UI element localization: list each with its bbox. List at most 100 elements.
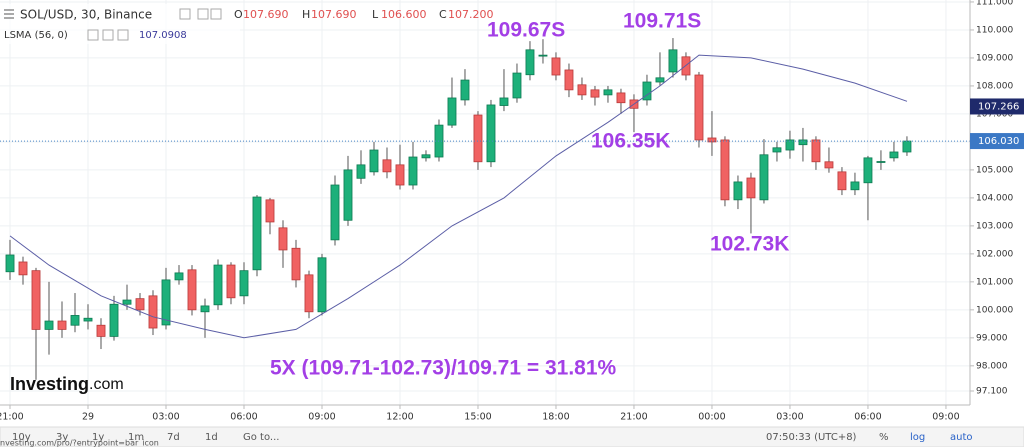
ohlc-label: L [372,8,379,21]
icon[interactable] [117,29,129,41]
candle-body [31,270,41,330]
candle-body [369,149,379,173]
range-button[interactable]: 1d [205,432,218,443]
x-tick-label: 03:00 [776,412,803,423]
goto-button[interactable]: Go to... [243,432,279,443]
candle-body [304,274,314,313]
y-tick-label: 108.000 [976,81,1013,91]
x-tick-label: 12:00 [386,412,413,423]
annotation: 109.71S [623,10,701,33]
plot [0,38,970,380]
candle-body [317,257,327,313]
y-tick-label: 105.000 [976,165,1013,175]
annotation: 109.67S [487,19,565,42]
candle-body [837,171,847,191]
candle-body [174,272,184,281]
candle-body [694,74,704,141]
candle-body [850,181,860,191]
candle-body [70,315,80,326]
candle-body [96,324,106,337]
x-tick-label: 03:00 [152,412,179,423]
auto-button[interactable]: auto [950,432,973,443]
icon[interactable] [179,8,191,20]
legend-bg [0,4,240,44]
x-tick-label: 18:00 [542,412,569,423]
range-button[interactable]: 10y [12,432,31,443]
candle-body [538,54,548,57]
candle-body [655,77,665,83]
x-tick-label: 09:00 [308,412,335,423]
range-button[interactable]: 3y [56,432,68,443]
candle-body [759,154,769,201]
y-tick-label: 102.000 [976,249,1013,259]
y-tick-label: 104.000 [976,193,1013,203]
y-tick-label: 100.000 [976,305,1013,315]
x-tick-label: 29 [82,412,94,423]
candle-body [356,164,366,179]
icon[interactable] [197,8,209,20]
range-button[interactable]: 1m [128,432,144,443]
candle-body [187,269,197,311]
candle-body [733,181,743,201]
ohlc-value: 106.600 [381,8,427,21]
icon[interactable] [87,29,99,41]
annotation: 106.35K [591,130,670,153]
log-button[interactable]: log [910,432,925,443]
axes: 111.000110.000109.000108.000107.000106.0… [0,0,1024,423]
candle-body [109,303,119,337]
candle-body [330,184,340,241]
candle-body [720,139,730,201]
ohlc-value: 107.690 [243,8,289,21]
range-button[interactable]: 1y [92,432,104,443]
x-tick-label: 06:00 [854,412,881,423]
annotation: 102.73K [710,233,789,256]
candle-body [499,97,509,106]
candle-body [603,89,613,96]
icon[interactable] [102,29,114,41]
candle-body [707,137,717,143]
candle-body [278,227,288,251]
candle-body [577,84,587,96]
candle-body [551,57,561,76]
ohlc-label: C [439,8,447,21]
y-tick-label: 101.000 [976,277,1013,287]
menu-icon[interactable] [4,9,14,19]
ohlc-label: H [302,8,310,21]
percent-button[interactable]: % [879,432,889,443]
candle-body [343,169,353,221]
candle-body [512,72,522,99]
toolbar-items: 10y 3y 1y 1m 7d 1d Go to... 07:50:33 (UTC+8)% lo… [12,432,973,443]
x-tick-label: 21:00 [620,412,647,423]
y-tick-label: 109.000 [976,53,1013,63]
logo: Investing.com [10,374,124,394]
status-url: nvesting.com/pro/?entrypoint=bar_icon [0,439,159,447]
ohlc-value: 107.690 [311,8,357,21]
candle-body [382,159,392,173]
candle-body [863,157,873,184]
indicator: LSMA (56, 0) [4,30,68,41]
candle-body [44,320,54,330]
icon[interactable] [210,8,222,20]
x-tick-label: 15:00 [464,412,491,423]
price-badge-label: 106.030 [978,136,1019,147]
ohlc-value: 107.200 [448,8,494,21]
candle-body [811,139,821,163]
candle-body [642,81,652,101]
candle-body [265,199,275,223]
indicator-value: 107.0908 [139,30,187,41]
x-tick-label: 09:00 [932,412,959,423]
range-button[interactable]: 7d [167,432,180,443]
candle-body [200,305,210,313]
y-tick-label: 110.000 [976,25,1013,35]
clock: 07:50:33 (UTC+8) [766,432,857,443]
candle-body [135,298,145,311]
y-tick-label: 99.000 [976,333,1008,343]
y-tick-label: 103.000 [976,221,1013,231]
lsma-line [9,54,908,339]
candle-body [226,264,236,299]
candle-body [395,164,405,186]
candle-body [590,89,600,98]
candle-body [473,114,483,163]
candle-body [122,299,132,305]
